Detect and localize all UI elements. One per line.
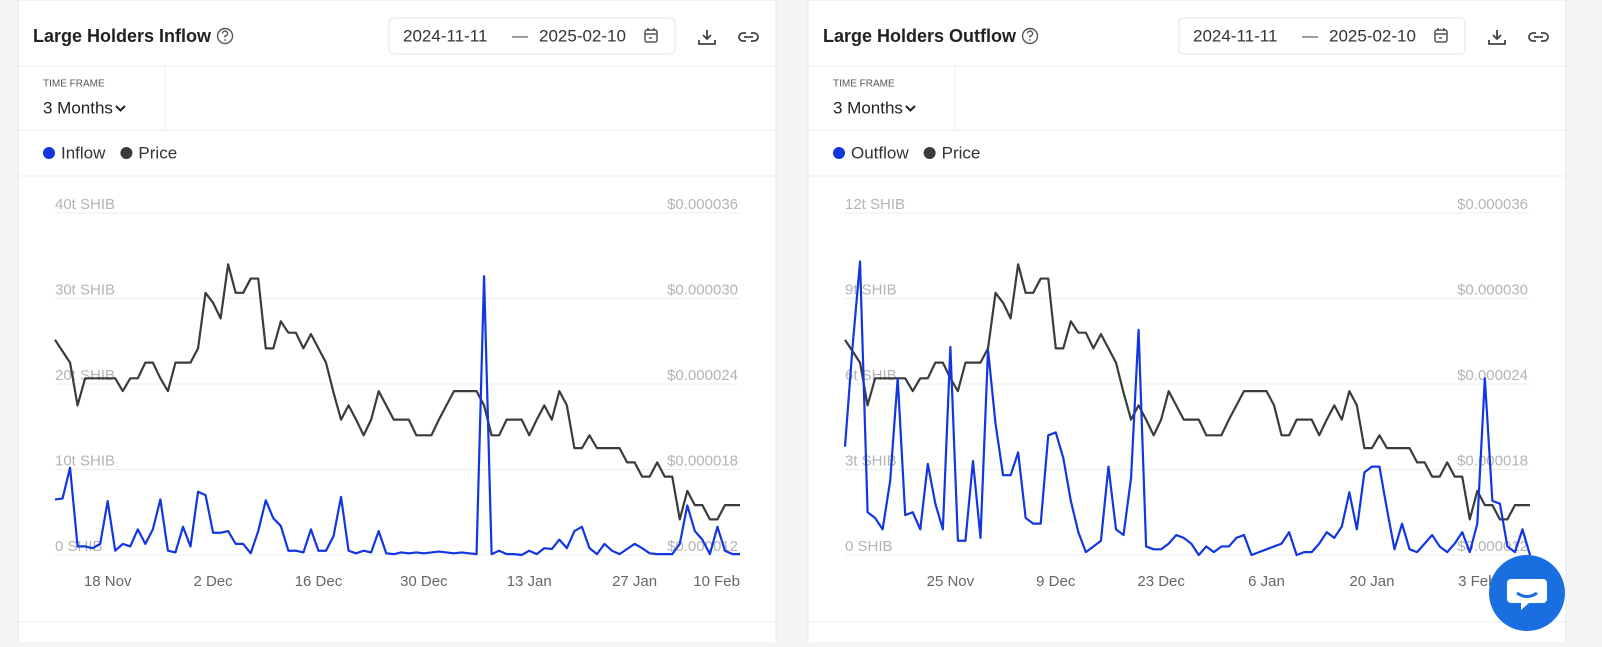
time-frame-label: TIME FRAME: [833, 79, 895, 90]
date-end: 2025-02-10: [1329, 26, 1416, 45]
help-icon[interactable]: [1021, 27, 1039, 45]
series-line: [843, 260, 1532, 557]
x-tick-label: 23 Dec: [1137, 573, 1185, 590]
time-frame-label: TIME FRAME: [43, 79, 105, 90]
y2-tick-label: $0.000018: [1457, 452, 1528, 469]
y2-tick-label: $0.000024: [667, 367, 738, 384]
help-mark: [221, 30, 229, 38]
x-tick-label: 2 Dec: [193, 573, 233, 590]
y-tick-label: 40t SHIB: [55, 196, 115, 213]
y2-tick-label: $0.000012: [667, 538, 738, 555]
help-dot: [1029, 39, 1031, 41]
series-line: [54, 263, 740, 521]
y2-tick-label: $0.000030: [667, 281, 738, 298]
calendar-icon[interactable]: [644, 29, 658, 43]
legend-dot[interactable]: [923, 147, 936, 159]
y-tick-label: 0 SHIB: [845, 538, 893, 555]
calendar-detail: [645, 28, 657, 39]
x-tick-label: 16 Dec: [295, 573, 343, 590]
y2-tick-label: $0.000030: [1457, 281, 1528, 298]
y-tick-label: 6t SHIB: [845, 367, 897, 384]
download-icon[interactable]: [1488, 30, 1506, 45]
download-icon[interactable]: [698, 30, 716, 45]
x-tick-label: 18 Nov: [84, 573, 132, 590]
x-tick-label: 9 Dec: [1036, 573, 1076, 590]
x-tick-label: 13 Jan: [507, 573, 552, 590]
y2-tick-label: $0.000036: [1457, 196, 1528, 213]
time-frame-select[interactable]: 3 Months: [833, 98, 903, 117]
x-tick-label: 6 Jan: [1248, 573, 1285, 590]
panel: Large Holders Inflow 2024-11-11 — 2025-02-1…: [17, 0, 777, 647]
date-separator: —: [1302, 28, 1318, 45]
y-tick-label: 10t SHIB: [55, 452, 115, 469]
y-tick-label: 3t SHIB: [845, 452, 897, 469]
legend-dot[interactable]: [120, 147, 133, 159]
legend-label[interactable]: Outflow: [851, 143, 909, 162]
x-tick-label: 25 Nov: [927, 573, 975, 590]
panel: Large Holders Outflow 2024-11-11 — 2025-02-…: [807, 0, 1567, 647]
date-start: 2024-11-11: [1193, 26, 1277, 45]
date-start: 2024-11-11: [403, 26, 487, 45]
y2-tick-label: $0.000036: [667, 196, 738, 213]
y2-tick-label: $0.000012: [1457, 538, 1528, 555]
series-line: [844, 263, 1530, 521]
legend-label[interactable]: Inflow: [61, 143, 106, 162]
chevron: [115, 105, 126, 112]
calendar-icon[interactable]: [1434, 29, 1448, 43]
link-icon[interactable]: [1528, 32, 1549, 42]
x-tick-label: 30 Dec: [400, 573, 448, 590]
legend-dot[interactable]: [833, 147, 845, 159]
y-tick-label: 20t SHIB: [55, 367, 115, 384]
x-tick-label: 3 Feb: [1458, 573, 1496, 590]
legend-label[interactable]: Price: [138, 143, 177, 162]
y2-tick-label: $0.000018: [667, 452, 738, 469]
x-tick-label: 27 Jan: [612, 573, 657, 590]
chat-icon: [1507, 579, 1547, 610]
y-tick-label: 9t SHIB: [845, 281, 897, 298]
date-end: 2025-02-10: [539, 26, 626, 45]
x-tick-label: 10 Feb: [693, 573, 740, 590]
help-mark: [1026, 30, 1034, 38]
chevron: [905, 105, 916, 112]
x-tick-label: 20 Jan: [1349, 573, 1394, 590]
date-range[interactable]: [1178, 17, 1466, 55]
y-tick-label: 12t SHIB: [845, 196, 905, 213]
chat-smile: [1516, 591, 1538, 598]
legend-dot[interactable]: [43, 147, 55, 159]
panel-title: Large Holders Outflow: [823, 26, 1017, 46]
y-tick-label: 30t SHIB: [55, 281, 115, 298]
y2-tick-label: $0.000024: [1457, 367, 1528, 384]
help-icon[interactable]: [216, 27, 234, 45]
time-frame-select[interactable]: 3 Months: [43, 98, 113, 117]
calendar-detail: [1435, 28, 1447, 39]
panel-title: Large Holders Inflow: [33, 26, 212, 46]
chat-button[interactable]: [1487, 553, 1567, 633]
series-line: [54, 275, 740, 557]
panel-card: [17, 0, 777, 647]
date-range[interactable]: [388, 17, 676, 55]
help-dot: [224, 39, 226, 41]
date-separator: —: [512, 28, 528, 45]
link-icon[interactable]: [738, 32, 759, 42]
legend-label[interactable]: Price: [942, 143, 981, 162]
